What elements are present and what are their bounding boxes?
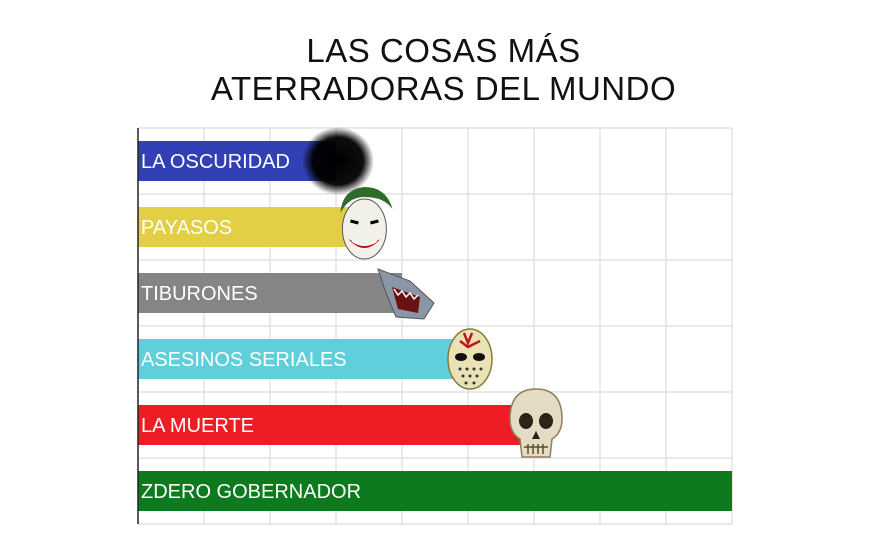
chart-title: LAS COSAS MÁS ATERRADORAS DEL MUNDO: [0, 32, 887, 108]
clown-face-icon: [340, 187, 393, 260]
bar: [138, 207, 363, 247]
bars-group: [138, 141, 732, 511]
bar-label: PAYASOS: [141, 217, 232, 239]
bar-label: ZDERO GOBERNADOR: [141, 481, 361, 503]
bar-label: TIBURONES: [141, 283, 258, 305]
labels-group: LA OSCURIDAD PAYASOS TIBURONES ASESINOS SER…: [141, 151, 361, 503]
shark-icon: [377, 268, 435, 320]
bar-label: LA MUERTE: [141, 415, 254, 437]
bar: [138, 273, 402, 313]
hockey-mask-icon: [447, 328, 493, 390]
bar-label: ASESINOS SERIALES: [141, 349, 347, 371]
skull-icon: [509, 388, 563, 458]
bar: [138, 405, 534, 445]
icons-group: [302, 127, 563, 458]
chart-title-line-1: LAS COSAS MÁS: [306, 32, 581, 69]
chart-title-line-2: ATERRADORAS DEL MUNDO: [210, 70, 677, 107]
bar: [138, 471, 732, 511]
bar-label: LA OSCURIDAD: [141, 151, 290, 173]
grid-lines: [137, 127, 733, 525]
bar: [138, 339, 468, 379]
dark-blob-icon: [302, 127, 374, 195]
